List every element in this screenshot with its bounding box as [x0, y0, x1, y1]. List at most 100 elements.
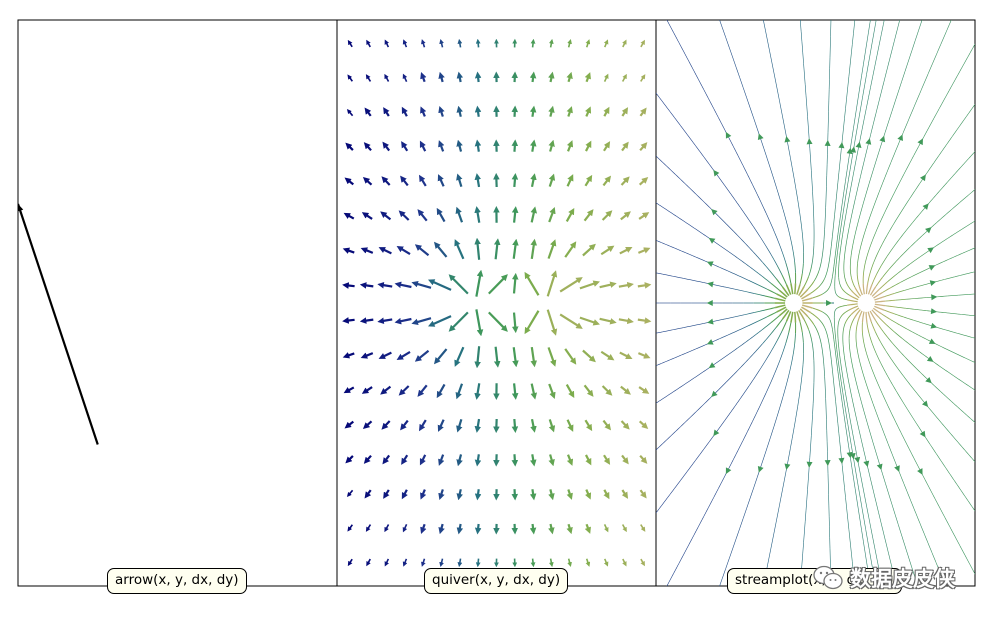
- streamline: [730, 402, 738, 412]
- streamline: [963, 334, 975, 339]
- quiver-arrow: [362, 420, 373, 430]
- streamline: [962, 411, 972, 420]
- streamline: [875, 222, 881, 233]
- stream-arrowhead: [919, 430, 926, 438]
- streamline: [822, 355, 825, 367]
- streamline: [868, 333, 873, 344]
- quiver-arrow: [640, 74, 646, 82]
- streamline: [943, 582, 947, 586]
- streamline: [728, 136, 734, 147]
- quiver-arrow: [378, 247, 392, 255]
- quiver-arrow: [638, 420, 649, 430]
- stream-arrowhead: [708, 237, 716, 244]
- streamline: [781, 480, 785, 492]
- quiver-arrow: [582, 349, 596, 363]
- streamline: [947, 174, 955, 183]
- streamline: [901, 534, 906, 546]
- quiver-arrow: [579, 280, 600, 290]
- streamline: [846, 401, 850, 413]
- streamline: [760, 237, 767, 248]
- streamline: [719, 578, 723, 586]
- streamline: [883, 433, 889, 444]
- streamline: [830, 359, 833, 370]
- streamline: [776, 265, 783, 276]
- quiver-arrow: [639, 489, 647, 499]
- streamline: [681, 350, 691, 356]
- streamline: [841, 129, 844, 141]
- streamline: [782, 209, 787, 221]
- quiver-arrow: [420, 72, 427, 83]
- streamline: [656, 92, 662, 101]
- streamline: [847, 519, 850, 530]
- streamline: [760, 138, 765, 149]
- streamline: [840, 392, 843, 404]
- streamline: [862, 373, 867, 384]
- streamline: [832, 369, 834, 381]
- streamline: [987, 242, 989, 243]
- streamline: [979, 293, 989, 294]
- streamline: [730, 194, 738, 204]
- streamline: [843, 380, 846, 392]
- streamline: [872, 442, 877, 454]
- streamline: [760, 358, 767, 369]
- streamline: [964, 221, 974, 228]
- streamline: [781, 309, 790, 320]
- streamline: [905, 307, 917, 310]
- streamline: [776, 330, 783, 341]
- streamline: [861, 311, 865, 323]
- streamline: [764, 307, 776, 311]
- streamline: [879, 281, 888, 290]
- streamline: [799, 308, 809, 317]
- quiver-arrow: [382, 454, 391, 465]
- streamline: [847, 303, 858, 306]
- streamline: [847, 76, 850, 87]
- streamline: [844, 213, 847, 225]
- quiver-arrow: [380, 211, 392, 221]
- streamline: [977, 93, 983, 102]
- streamline: [785, 375, 790, 386]
- streamline: [733, 231, 742, 240]
- arrow-shaft: [18, 203, 99, 445]
- streamline: [872, 7, 873, 12]
- streamline: [762, 335, 770, 344]
- streamline: [848, 328, 851, 339]
- quiver-arrow: [620, 420, 630, 430]
- quiver-arrow: [621, 141, 629, 152]
- streamline: [783, 125, 787, 137]
- streamline: [845, 202, 849, 214]
- streamline: [911, 103, 916, 114]
- streamline: [843, 200, 846, 212]
- quiver-arrow: [603, 558, 609, 567]
- streamline: [886, 61, 890, 73]
- streamline: [778, 353, 783, 364]
- streamline: [886, 403, 892, 414]
- quiver-arrow: [438, 454, 445, 466]
- streamline: [656, 362, 662, 366]
- streamline: [879, 212, 885, 223]
- streamline: [770, 168, 775, 180]
- streamline: [886, 324, 895, 333]
- quiver-arrow: [474, 489, 482, 501]
- streamline: [893, 183, 900, 194]
- stream-arrowhead: [725, 467, 732, 475]
- quiver-arrow: [421, 39, 426, 48]
- streamline: [763, 148, 768, 159]
- streamline: [890, 381, 897, 392]
- quiver-arrow: [566, 106, 573, 117]
- streamline: [912, 255, 922, 263]
- streamline: [836, 234, 839, 245]
- streamline: [918, 231, 927, 240]
- streamline: [904, 287, 915, 291]
- streamline: [894, 514, 899, 525]
- streamline: [788, 322, 792, 334]
- streamline: [865, 529, 868, 541]
- quiver-arrow: [383, 107, 390, 117]
- streamline: [910, 384, 918, 394]
- streamline: [884, 202, 890, 213]
- quiver-arrow: [456, 489, 463, 501]
- stream-arrowhead: [850, 146, 856, 153]
- streamline: [919, 351, 929, 359]
- streamline: [985, 593, 989, 601]
- streamline: [683, 325, 694, 328]
- streamline: [803, 63, 805, 74]
